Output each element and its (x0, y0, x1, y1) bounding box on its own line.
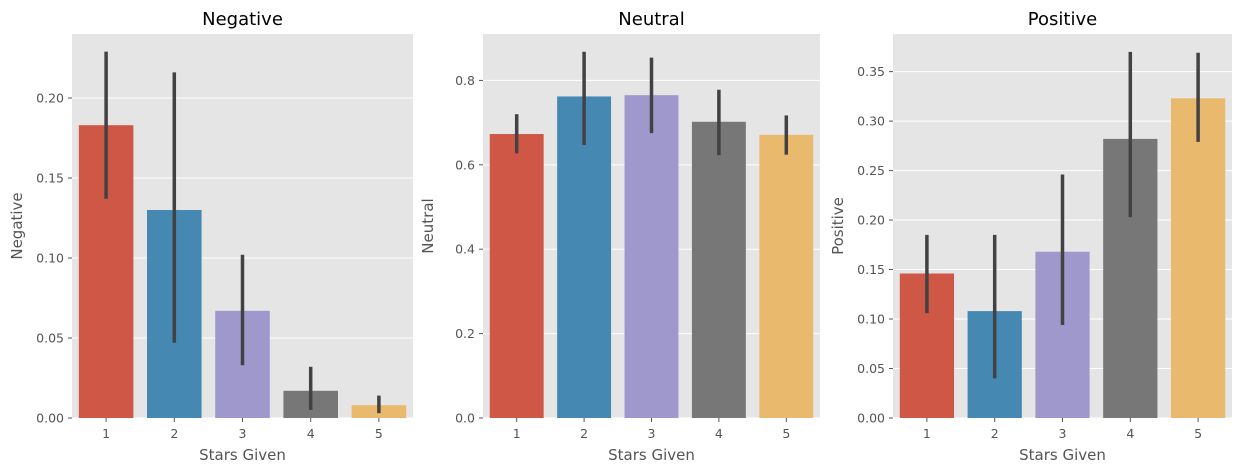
x-tick-label: 4 (1126, 426, 1134, 441)
y-tick-label: 0.20 (36, 91, 64, 106)
bar-5 (759, 134, 814, 418)
y-tick-label: 0.8 (455, 73, 475, 88)
y-tick-label: 0.2 (455, 326, 475, 341)
y-tick-label: 0.30 (857, 114, 885, 129)
bar-5 (1170, 98, 1226, 418)
y-tick-label: 0.6 (455, 157, 475, 172)
y-axis-label: Negative (8, 192, 26, 259)
x-tick-label: 5 (782, 426, 790, 441)
x-tick-label: 4 (715, 426, 723, 441)
y-tick-label: 0.25 (857, 163, 885, 178)
x-tick-label: 3 (1059, 426, 1067, 441)
y-tick-label: 0.15 (36, 171, 64, 186)
chart-title: Negative (202, 9, 283, 30)
x-tick-label: 3 (239, 426, 247, 441)
chart-title: Neutral (618, 9, 684, 30)
y-tick-label: 0.4 (455, 242, 475, 257)
y-tick-label: 0.00 (36, 411, 64, 426)
y-tick-label: 0.05 (36, 331, 64, 346)
x-axis-label: Stars Given (1019, 446, 1106, 464)
bar-4 (691, 121, 746, 419)
y-tick-label: 0.10 (36, 251, 64, 266)
y-tick-label: 0.10 (857, 312, 885, 327)
x-tick-label: 1 (102, 426, 110, 441)
y-axis-label: Neutral (419, 198, 437, 253)
x-tick-label: 4 (307, 426, 315, 441)
x-axis-label: Stars Given (608, 446, 695, 464)
x-tick-label: 3 (648, 426, 656, 441)
x-tick-label: 2 (580, 426, 588, 441)
y-tick-label: 0.35 (857, 64, 885, 79)
bar-3 (624, 95, 679, 418)
x-tick-label: 5 (1194, 426, 1202, 441)
x-tick-label: 2 (991, 426, 999, 441)
y-tick-label: 0.15 (857, 262, 885, 277)
y-tick-label: 0.0 (455, 411, 475, 426)
bar-1 (489, 134, 544, 418)
y-axis-label: Positive (829, 197, 847, 255)
x-tick-label: 2 (170, 426, 178, 441)
x-tick-label: 1 (513, 426, 521, 441)
y-tick-label: 0.05 (857, 361, 885, 376)
y-tick-label: 0.20 (857, 213, 885, 228)
bar-2 (557, 96, 612, 418)
x-tick-label: 5 (375, 426, 383, 441)
y-tick-label: 0.00 (857, 411, 885, 426)
x-axis-label: Stars Given (199, 446, 286, 464)
chart-title: Positive (1028, 9, 1097, 30)
x-tick-label: 1 (923, 426, 931, 441)
